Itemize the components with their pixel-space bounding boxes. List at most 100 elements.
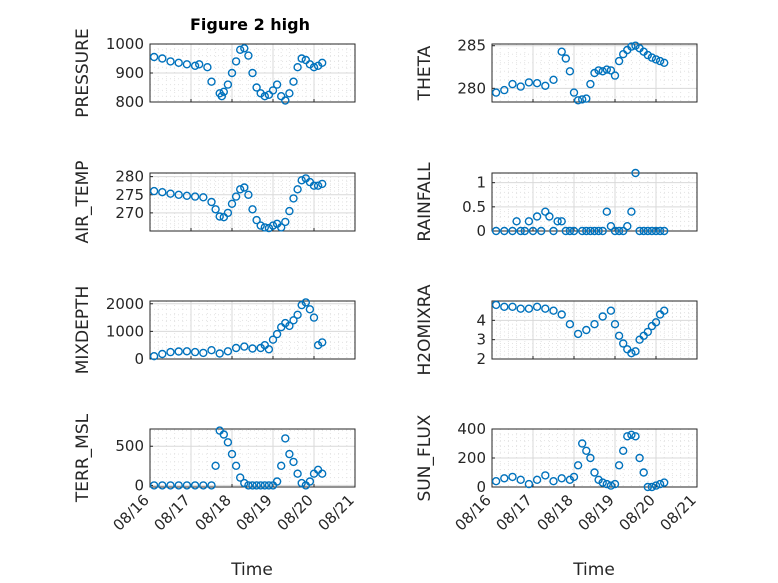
data-point (565, 320, 575, 329)
data-point (520, 226, 529, 236)
data-point (594, 66, 603, 75)
y-tick-label: 500 (115, 437, 144, 455)
y-tick-label: 0.5 (462, 198, 486, 216)
data-point (260, 223, 269, 232)
data-point (643, 226, 652, 236)
data-point (631, 347, 640, 356)
data-point (305, 477, 315, 486)
data-point (602, 65, 611, 74)
data-point (244, 51, 253, 60)
data-point (614, 461, 624, 470)
y-tick-label: 1 (476, 174, 486, 192)
data-point (158, 481, 167, 490)
y-axis-label: AIR_TEMP (73, 161, 93, 244)
data-point (244, 481, 253, 490)
data-point (569, 226, 579, 236)
data-point (500, 226, 509, 236)
y-tick-label: 3 (476, 331, 486, 349)
data-point (318, 338, 327, 347)
data-point (252, 215, 261, 225)
data-point (227, 68, 237, 78)
data-point (545, 212, 554, 221)
data-point (553, 217, 562, 226)
y-tick-label: 0 (476, 222, 486, 240)
y-axis-label: RAINFALL (415, 162, 435, 242)
y-tick-label: 0 (134, 350, 144, 368)
data-point (508, 472, 517, 482)
data-point (532, 302, 542, 311)
data-point (174, 347, 183, 356)
data-point (190, 347, 200, 357)
y-tick-label: 2 (476, 350, 486, 368)
subplot-5: 0 1000 2000 MIXDEPTH (73, 286, 356, 374)
data-point (215, 212, 224, 221)
data-point (223, 208, 233, 218)
data-point (586, 79, 595, 89)
data-point (635, 453, 644, 463)
data-point (586, 226, 595, 236)
data-point (500, 85, 509, 95)
data-point (508, 226, 517, 236)
data-point (158, 349, 167, 359)
data-point (582, 226, 591, 236)
data-point (272, 329, 282, 339)
y-tick-label: 400 (457, 420, 486, 438)
data-point (182, 191, 192, 201)
data-point (565, 226, 575, 236)
data-point (281, 434, 290, 443)
data-point (231, 192, 241, 201)
data-point (606, 481, 616, 490)
data-point (248, 344, 257, 353)
data-point (277, 223, 286, 232)
data-point (619, 339, 628, 348)
data-point (268, 221, 278, 230)
data-point (264, 345, 274, 354)
data-point (549, 75, 558, 85)
data-point (318, 179, 327, 189)
data-point (516, 226, 525, 236)
data-point (194, 60, 204, 69)
data-point (619, 226, 628, 236)
data-point (244, 190, 253, 200)
data-point (569, 472, 579, 482)
data-point (516, 304, 525, 313)
y-axis-label: THETA (415, 45, 435, 101)
data-point (252, 83, 261, 92)
data-point (528, 226, 538, 236)
data-point (281, 96, 290, 105)
data-point (293, 310, 302, 319)
data-point (557, 310, 566, 319)
data-point (166, 347, 175, 357)
data-point (590, 468, 599, 477)
data-point (217, 91, 227, 101)
data-point (537, 226, 546, 236)
data-point (158, 54, 167, 63)
data-point (301, 298, 310, 307)
data-point (541, 207, 550, 216)
data-point (293, 469, 302, 478)
data-point (643, 482, 652, 492)
data-point (655, 56, 665, 66)
data-point (272, 477, 282, 486)
data-point (240, 342, 249, 351)
data-point (500, 474, 509, 483)
data-point (639, 226, 648, 236)
data-point (248, 481, 257, 490)
data-point (211, 461, 220, 470)
y-tick-label: 0 (476, 478, 486, 496)
data-point (166, 57, 175, 66)
data-point (651, 55, 661, 64)
data-point (231, 461, 241, 470)
data-point (610, 226, 620, 236)
axes-box (149, 43, 356, 103)
data-point (285, 321, 294, 331)
data-point (309, 313, 319, 322)
data-point (524, 479, 534, 489)
data-point (614, 56, 624, 66)
data-point (235, 473, 245, 482)
y-tick-label: 1000 (106, 35, 144, 53)
data-point (590, 320, 599, 329)
data-point (647, 53, 657, 62)
data-point (655, 479, 665, 489)
data-point (297, 54, 306, 63)
